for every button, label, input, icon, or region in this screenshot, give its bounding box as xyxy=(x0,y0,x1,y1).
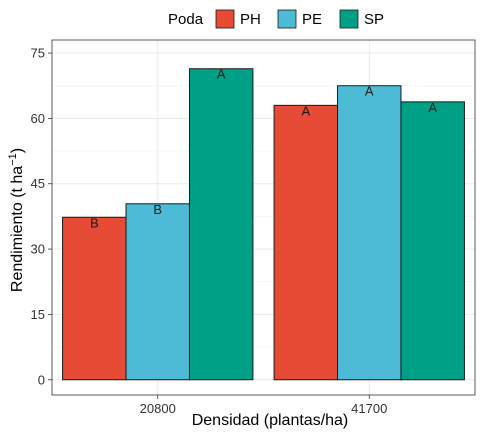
bar-label: A xyxy=(428,100,437,115)
bar-pe-41700 xyxy=(337,85,402,381)
y-tick-label: 0 xyxy=(38,372,45,387)
bar-sp-41700 xyxy=(400,101,465,381)
legend-title: Poda xyxy=(168,11,204,28)
bar-label: A xyxy=(365,84,374,99)
bar-label: A xyxy=(217,67,226,82)
bars xyxy=(62,68,465,381)
bar-pe-20800 xyxy=(125,203,190,381)
y-tick-label: 15 xyxy=(31,307,45,322)
plot-panel-border xyxy=(51,39,476,396)
y-tick-label: 30 xyxy=(31,242,45,257)
legend: Poda PH PE SP xyxy=(168,9,384,29)
y-axis-title: Rendimiento (t ha−1) xyxy=(7,148,26,292)
y-axis-title-superscript: −1 xyxy=(7,153,19,166)
x-axis-title: Densidad (plantas/ha) xyxy=(192,412,349,429)
bar-label: B xyxy=(90,215,99,230)
bar-ph-41700 xyxy=(273,104,339,381)
legend-label-sp: SP xyxy=(364,11,384,28)
y-axis-title-main: Rendimiento (t ha xyxy=(9,166,26,292)
y-tick-label: 60 xyxy=(31,111,45,126)
x-axis-ticks: 20800 41700 xyxy=(140,395,387,416)
x-tick-label: 41700 xyxy=(351,401,387,416)
y-tick-label: 75 xyxy=(31,46,45,61)
bar-sp-20800 xyxy=(188,68,254,381)
bar-label: B xyxy=(153,202,162,217)
y-axis-title-close: ) xyxy=(9,148,26,153)
bar-label: A xyxy=(301,103,310,118)
legend-label-pe: PE xyxy=(302,11,322,28)
y-axis-ticks: 0 15 30 45 60 75 xyxy=(31,46,52,387)
y-tick-label: 45 xyxy=(31,176,45,191)
legend-key-ph xyxy=(215,9,235,29)
legend-key-sp xyxy=(339,9,359,29)
legend-label-ph: PH xyxy=(240,11,261,28)
bar-labels: B B A A A A xyxy=(90,67,437,231)
legend-key-pe xyxy=(277,9,297,29)
bar-ph-20800 xyxy=(62,216,127,381)
x-tick-label: 20800 xyxy=(140,401,176,416)
